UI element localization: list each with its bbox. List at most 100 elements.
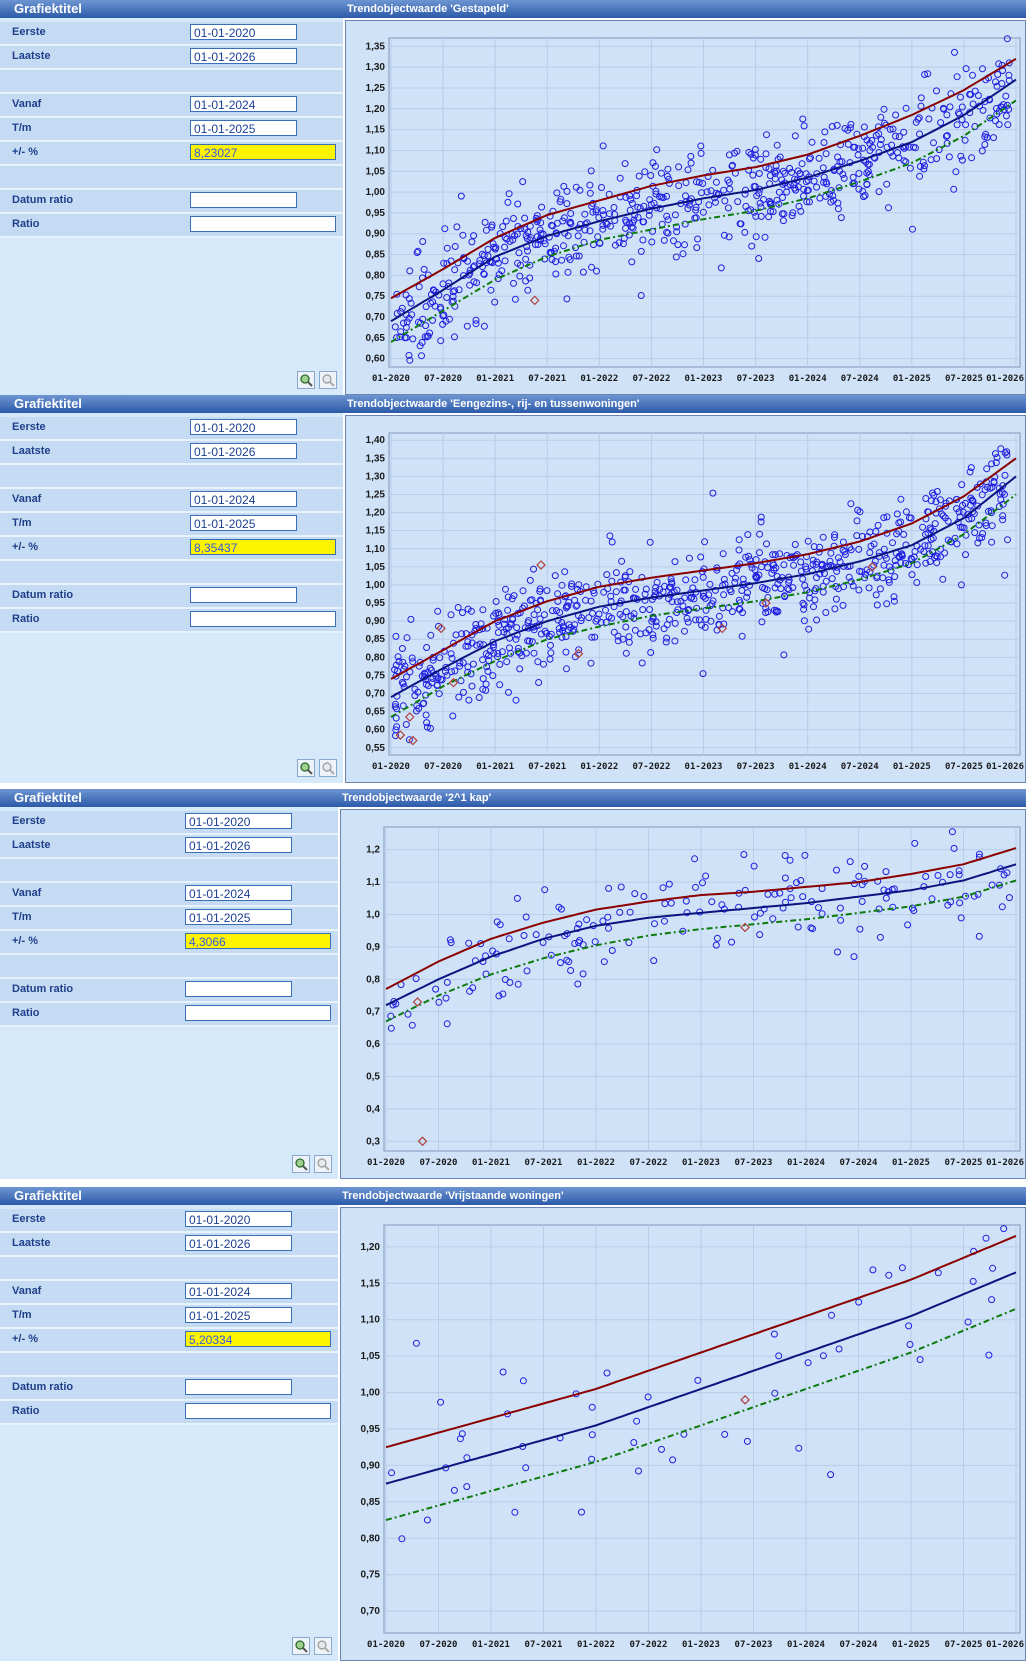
data-point bbox=[770, 1330, 778, 1338]
field-input[interactable]: 01-01-2020 bbox=[190, 24, 297, 40]
data-point bbox=[749, 154, 757, 162]
data-point bbox=[939, 512, 947, 520]
data-point bbox=[847, 120, 855, 128]
chart-area: Trendobjectwaarde 'Gestapeld' 0,60 0,65 0,7… bbox=[343, 0, 1026, 395]
data-point bbox=[761, 233, 769, 241]
field-input[interactable]: 01-01-2024 bbox=[190, 96, 297, 112]
field-input[interactable]: 01-01-2025 bbox=[185, 909, 292, 925]
data-point bbox=[687, 159, 695, 167]
data-point bbox=[651, 162, 659, 170]
data-point bbox=[860, 193, 868, 201]
field-input[interactable] bbox=[190, 611, 336, 627]
field-input[interactable]: 01-01-2026 bbox=[185, 837, 292, 853]
data-point bbox=[988, 881, 996, 889]
field-input[interactable] bbox=[185, 1403, 331, 1419]
data-point bbox=[891, 557, 899, 565]
zoom-out-icon[interactable] bbox=[319, 371, 337, 389]
data-point bbox=[706, 602, 714, 610]
data-point bbox=[962, 551, 969, 559]
x-tick-label: 07-2024 bbox=[840, 1640, 879, 1650]
field-input[interactable]: 01-01-2026 bbox=[190, 48, 297, 64]
data-point bbox=[388, 1469, 395, 1477]
data-point bbox=[469, 984, 477, 992]
data-point bbox=[866, 549, 874, 557]
y-tick-label: 1,05 bbox=[366, 166, 386, 177]
data-point bbox=[821, 128, 829, 136]
data-point bbox=[504, 198, 512, 206]
data-point bbox=[594, 233, 602, 241]
x-tick-label: 07-2021 bbox=[528, 762, 566, 772]
data-point bbox=[975, 932, 983, 940]
data-point bbox=[849, 582, 857, 590]
field-label: Ratio bbox=[12, 1007, 40, 1019]
data-point bbox=[916, 1356, 924, 1364]
x-tick-label: 01-2026 bbox=[986, 1158, 1024, 1168]
data-point bbox=[999, 516, 1007, 524]
data-point bbox=[958, 156, 966, 164]
field-input[interactable]: 01-01-2025 bbox=[190, 515, 297, 531]
zoom-out-icon[interactable] bbox=[319, 759, 337, 777]
field-input[interactable]: 01-01-2020 bbox=[185, 813, 292, 829]
field-input[interactable] bbox=[185, 1379, 292, 1395]
field-input[interactable]: 8,35437 bbox=[190, 539, 336, 555]
y-tick-label: 0,75 bbox=[366, 291, 386, 302]
field-input[interactable]: 01-01-2025 bbox=[185, 1307, 292, 1323]
field-input[interactable]: 8,23027 bbox=[190, 144, 336, 160]
y-tick-label: 0,85 bbox=[366, 634, 386, 645]
data-point bbox=[802, 565, 810, 573]
field-input[interactable]: 01-01-2025 bbox=[190, 120, 297, 136]
field-input[interactable]: 01-01-2024 bbox=[185, 885, 292, 901]
data-point bbox=[398, 1535, 406, 1543]
field-input[interactable] bbox=[190, 216, 336, 232]
chart-title: Trendobjectwaarde '2^1 kap' bbox=[338, 789, 1026, 807]
data-point bbox=[815, 154, 823, 162]
field-input[interactable] bbox=[190, 587, 297, 603]
field-input[interactable]: 01-01-2024 bbox=[190, 491, 297, 507]
field-input[interactable]: 01-01-2020 bbox=[185, 1211, 292, 1227]
data-point bbox=[631, 890, 639, 898]
zoom-out-icon[interactable] bbox=[314, 1155, 332, 1173]
data-point bbox=[721, 197, 729, 205]
field-input[interactable]: 4,3066 bbox=[185, 933, 331, 949]
zoom-out-icon[interactable] bbox=[314, 1637, 332, 1655]
data-point bbox=[916, 130, 923, 138]
data-point bbox=[482, 650, 490, 658]
data-point bbox=[1003, 451, 1011, 459]
data-point bbox=[827, 549, 835, 557]
data-point bbox=[479, 606, 487, 614]
field-input[interactable]: 01-01-2026 bbox=[190, 443, 297, 459]
field-input[interactable] bbox=[185, 981, 292, 997]
zoom-in-icon[interactable] bbox=[292, 1155, 310, 1173]
data-point bbox=[652, 187, 660, 195]
field-input[interactable] bbox=[190, 192, 297, 208]
field-row: +/- % 8,23027 bbox=[0, 142, 343, 166]
data-point bbox=[519, 178, 527, 186]
field-input[interactable] bbox=[185, 1005, 331, 1021]
data-point bbox=[880, 105, 888, 113]
field-row: Laatste 01-01-2026 bbox=[0, 835, 338, 859]
data-point bbox=[750, 862, 758, 870]
zoom-in-icon[interactable] bbox=[297, 759, 315, 777]
data-point bbox=[819, 1352, 827, 1360]
field-input[interactable]: 01-01-2020 bbox=[190, 419, 297, 435]
data-point bbox=[836, 558, 844, 566]
field-input[interactable]: 01-01-2024 bbox=[185, 1283, 292, 1299]
y-tick-label: 0,80 bbox=[366, 270, 386, 281]
data-point bbox=[457, 192, 465, 200]
data-point bbox=[855, 1298, 863, 1306]
zoom-in-icon[interactable] bbox=[292, 1637, 310, 1655]
data-point bbox=[804, 186, 812, 194]
data-point bbox=[697, 149, 705, 157]
data-point bbox=[869, 1266, 877, 1274]
data-point bbox=[563, 200, 571, 208]
data-point bbox=[619, 240, 627, 248]
data-point bbox=[789, 209, 797, 217]
data-point bbox=[762, 150, 770, 158]
field-input[interactable]: 01-01-2026 bbox=[185, 1235, 292, 1251]
data-point bbox=[562, 633, 570, 641]
field-input[interactable]: 5,20334 bbox=[185, 1331, 331, 1347]
data-point bbox=[421, 669, 428, 677]
zoom-in-icon[interactable] bbox=[297, 371, 315, 389]
data-point bbox=[588, 1403, 596, 1411]
data-point bbox=[434, 674, 442, 682]
